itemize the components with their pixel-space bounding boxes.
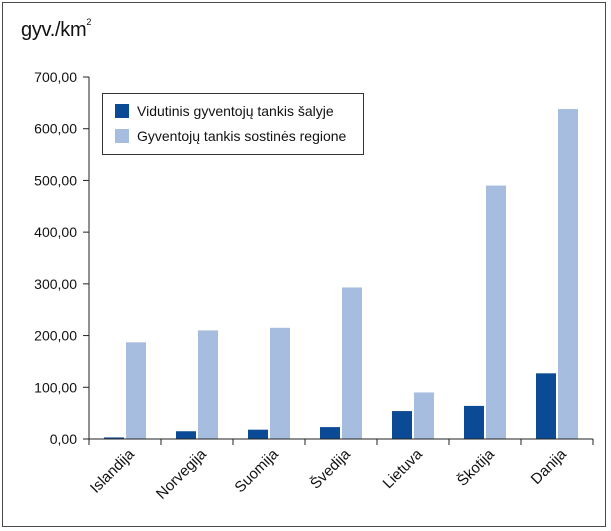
- x-category-label: Škotija: [454, 445, 498, 489]
- legend-swatch-capital: [115, 129, 129, 143]
- y-axis-title: gyv./km2: [21, 17, 92, 41]
- y-tick-label: 600,00: [34, 121, 77, 137]
- bar-chart: 0,00 100,00 200,00 300,00 400,00 500,00 600,00…: [34, 69, 594, 503]
- bars: [104, 109, 578, 439]
- bar-country-density: [392, 411, 412, 439]
- legend-item-country: Vidutinis gyventojų tankis šalyje: [115, 103, 334, 119]
- x-category-label: Lietuva: [380, 445, 427, 492]
- x-category-label: Islandija: [87, 445, 138, 496]
- bar-country-density: [536, 373, 556, 439]
- x-category-label: Norvegija: [153, 445, 210, 502]
- legend-label-country: Vidutinis gyventojų tankis šalyje: [137, 103, 334, 119]
- y-tick-label: 500,00: [34, 172, 77, 188]
- legend-label-capital: Gyventojų tankis sostinės regione: [137, 128, 347, 144]
- bar-capital-density: [198, 330, 218, 439]
- bar-capital-density: [126, 342, 146, 439]
- y-tick-label: 300,00: [34, 276, 77, 292]
- y-tick-label: 200,00: [34, 328, 77, 344]
- bar-capital-density: [342, 287, 362, 439]
- chart-frame: 0,00 100,00 200,00 300,00 400,00 500,00 600,00…: [2, 2, 606, 527]
- axes: [88, 77, 594, 445]
- bar-capital-density: [558, 109, 578, 439]
- legend: Vidutinis gyventojų tankis šalyje Gyvent…: [102, 93, 364, 155]
- bar-capital-density: [270, 327, 290, 439]
- y-tick-label: 0,00: [50, 431, 77, 447]
- y-axis-ticks: 0,00 100,00 200,00 300,00 400,00 500,00 600,00…: [34, 69, 89, 447]
- x-category-label: Suomija: [231, 445, 282, 496]
- bar-country-density: [176, 431, 196, 439]
- bar-country-density: [464, 405, 484, 439]
- bar-country-density: [320, 427, 340, 439]
- bar-capital-density: [486, 185, 506, 439]
- legend-item-capital: Gyventojų tankis sostinės regione: [115, 128, 346, 144]
- bar-country-density: [104, 437, 124, 439]
- x-category-label: Danija: [528, 445, 571, 488]
- y-tick-label: 100,00: [34, 379, 77, 395]
- legend-swatch-country: [115, 104, 129, 118]
- x-axis-labels: Islandija Norvegija Suomija Švedija Lietuva Š…: [87, 445, 570, 502]
- y-tick-label: 400,00: [34, 224, 77, 240]
- bar-country-density: [248, 429, 268, 439]
- x-category-label: Švedija: [307, 445, 354, 492]
- y-tick-label: 700,00: [34, 69, 77, 85]
- bar-capital-density: [414, 392, 434, 439]
